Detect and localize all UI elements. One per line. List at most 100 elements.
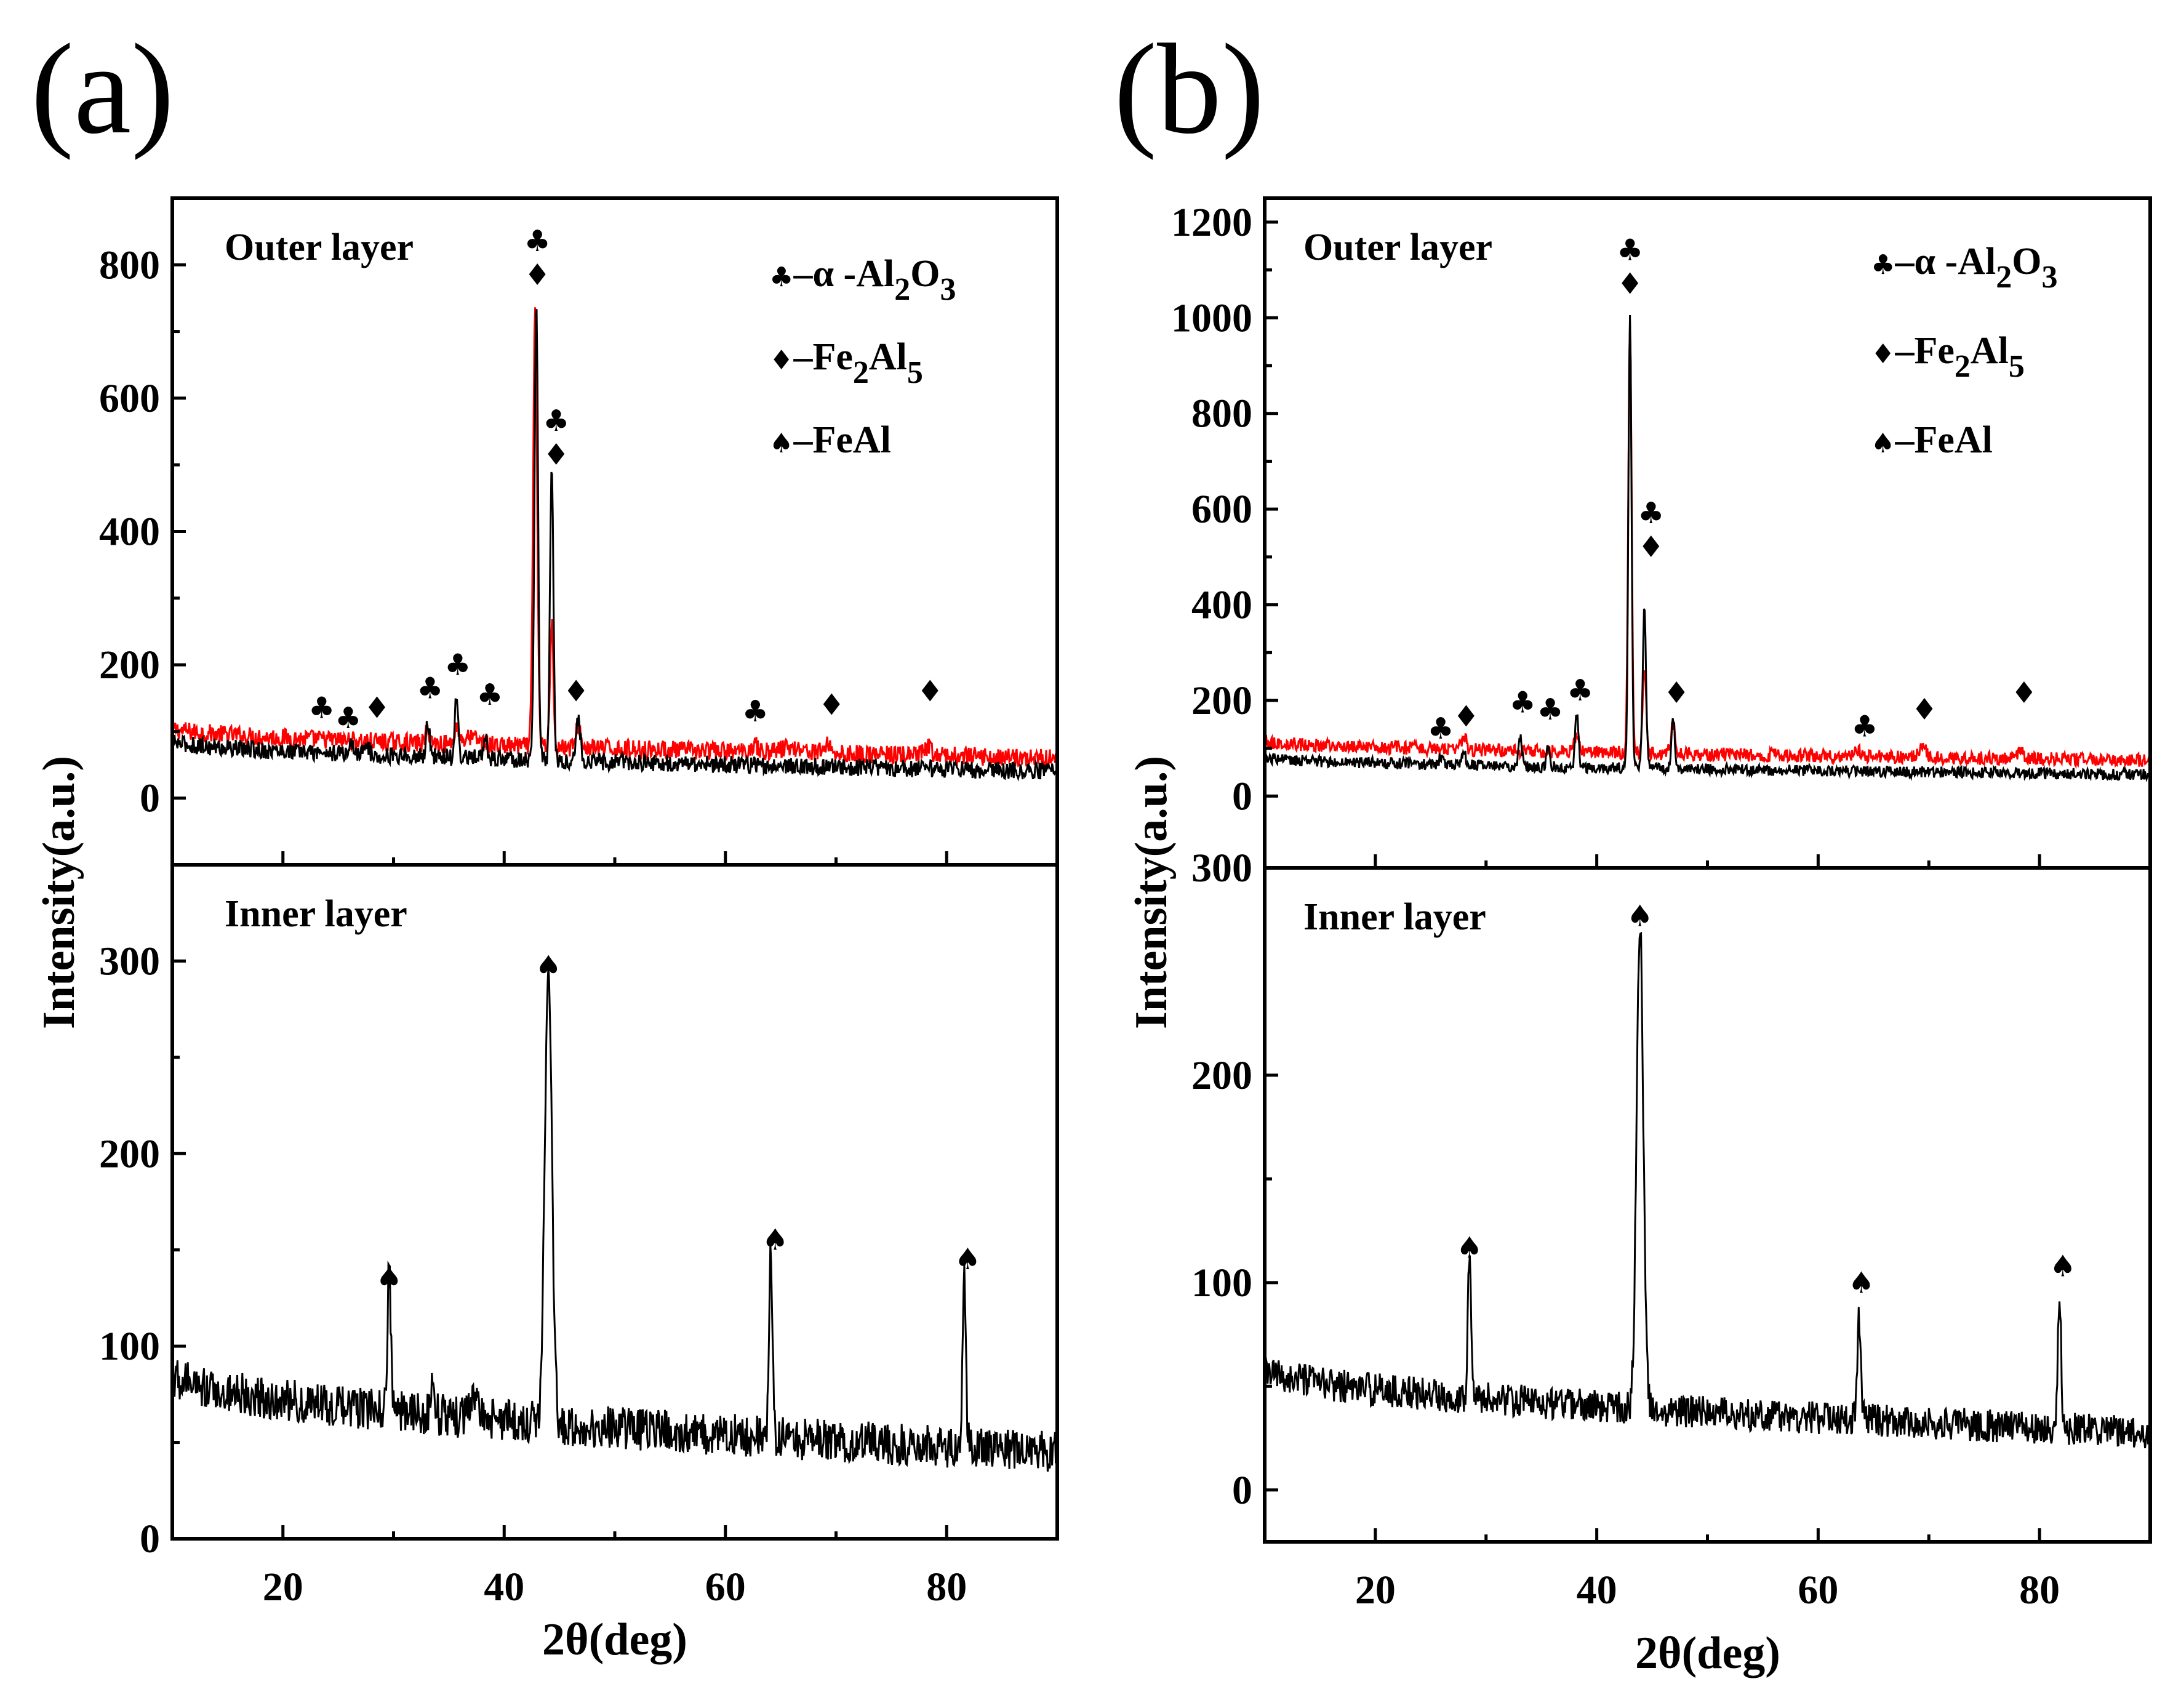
legend-symbol: ♣ <box>1871 249 1895 281</box>
peak-marker-symbol: ♣ <box>476 678 503 712</box>
peak-marker: ♠ <box>376 1261 402 1296</box>
series-line-inner-black <box>1265 931 2150 1449</box>
peak-marker-symbol: ♦ <box>524 258 551 292</box>
peak-marker-symbol: ♦ <box>1617 267 1643 301</box>
legend-text-part: –α -Al <box>793 253 894 295</box>
legend-symbol: ♠ <box>769 428 793 459</box>
x-tick-label: 60 <box>705 1565 746 1610</box>
y-tick-label: 200 <box>1191 1053 1252 1098</box>
legend-entry: ♦–Fe2Al5 <box>769 336 923 390</box>
x-tick-label: 60 <box>1798 1568 1838 1613</box>
legend-entry: ♠–FeAl <box>1871 419 1993 461</box>
peak-marker: ♣ <box>1427 712 1454 746</box>
plot-area <box>1265 931 2150 1449</box>
y-tick-label: 0 <box>1232 1468 1252 1513</box>
peak-marker-symbol: ♦ <box>1911 692 1938 727</box>
y-tick-label: 200 <box>99 643 160 688</box>
subplot-title: Outer layer <box>225 227 414 268</box>
legend-text-part: 5 <box>2009 349 2025 384</box>
peak-marker-symbol: ♣ <box>1851 709 1878 744</box>
peak-marker-symbol: ♣ <box>543 404 569 438</box>
peak-marker-symbol: ♣ <box>524 224 551 259</box>
peak-marker: ♠ <box>762 1223 788 1257</box>
legend-text-part: 5 <box>907 355 923 390</box>
legend-entry: ♣–α -Al2O3 <box>1871 241 2057 295</box>
peak-marker-symbol: ♣ <box>1537 692 1564 727</box>
y-tick-label: 600 <box>1191 487 1252 532</box>
y-axis-title: Intensity(a.u.) <box>34 756 84 1029</box>
peak-marker: ♦ <box>2011 676 2037 710</box>
peak-marker-symbol: ♠ <box>954 1242 981 1277</box>
peak-marker-symbol: ♦ <box>1453 700 1479 734</box>
subplot-frame <box>1263 866 2152 1544</box>
y-tick-label: 300 <box>1191 846 1252 891</box>
legend-entry: ♦–Fe2Al5 <box>1871 330 2025 384</box>
legend-symbol: ♠ <box>1871 428 1895 459</box>
peak-marker-symbol: ♠ <box>376 1261 402 1296</box>
legend-text-part: –Fe <box>1894 330 1954 372</box>
legend-text-part: –FeAl <box>1894 419 1992 461</box>
legend-symbol: ♦ <box>769 345 793 376</box>
plot-area <box>172 307 1057 782</box>
x-axis-title: 2θ(deg) <box>542 1614 687 1665</box>
legend-text-part: 3 <box>2041 260 2057 295</box>
y-tick-label: 800 <box>99 243 160 287</box>
legend-symbol: ♣ <box>769 262 793 293</box>
x-axis-title: 2θ(deg) <box>1635 1628 1780 1678</box>
y-tick-label: 200 <box>99 1131 160 1176</box>
peak-marker: ♦ <box>364 691 390 726</box>
legend-text-part: 2 <box>1955 349 1971 384</box>
subplot-title: Outer layer <box>1303 227 1492 268</box>
peak-marker: ♦ <box>1453 700 1479 734</box>
x-tick-label: 80 <box>2019 1568 2060 1613</box>
legend-text-part: 2 <box>1996 260 2012 295</box>
peak-marker-symbol: ♠ <box>535 949 562 984</box>
y-tick-label: 800 <box>1191 391 1252 436</box>
peak-marker-symbol: ♣ <box>1638 496 1664 531</box>
series-line-inner-black <box>172 966 1057 1472</box>
peak-marker-symbol: ♣ <box>308 691 335 726</box>
peak-marker: ♣ <box>476 678 503 712</box>
peak-marker: ♦ <box>917 675 943 709</box>
peak-marker: ♠ <box>1848 1266 1875 1301</box>
panel-label: (b) <box>1114 18 1265 161</box>
peak-marker: ♣ <box>335 701 361 736</box>
legend-text-part: –FeAl <box>793 419 890 461</box>
y-tick-label: 100 <box>1191 1261 1252 1305</box>
peak-marker-symbol: ♣ <box>417 671 443 705</box>
peak-marker: ♣♦ <box>1617 233 1643 301</box>
series-line-outer-red <box>1265 321 2150 769</box>
series-line-outer-black <box>172 308 1057 782</box>
peak-marker-symbol: ♦ <box>2011 676 2037 710</box>
peak-marker-symbol: ♣ <box>1567 673 1593 708</box>
y-axis-title: Intensity(a.u.) <box>1126 756 1177 1029</box>
peak-marker: ♦ <box>1663 676 1690 710</box>
x-tick-label: 20 <box>1355 1568 1396 1613</box>
y-tick-label: 0 <box>140 776 160 821</box>
peak-marker: ♣ <box>742 694 769 729</box>
peak-marker: ♣ <box>417 671 443 705</box>
peak-marker: ♣♦ <box>1638 496 1664 564</box>
y-tick-label: 400 <box>1191 583 1252 628</box>
peak-marker: ♣ <box>1567 673 1593 708</box>
legend-text-part: 2 <box>894 272 910 307</box>
peak-marker: ♣♦ <box>543 404 569 472</box>
y-tick-label: 200 <box>1191 678 1252 723</box>
series-line-outer-black <box>1265 315 2150 783</box>
y-tick-label: 100 <box>99 1324 160 1369</box>
plot-area <box>172 966 1057 1472</box>
peak-marker-symbol: ♠ <box>1456 1230 1483 1265</box>
peak-marker: ♦ <box>563 675 590 709</box>
y-tick-label: 1200 <box>1171 200 1252 245</box>
peak-marker: ♣ <box>308 691 335 726</box>
y-tick-label: 0 <box>140 1517 160 1562</box>
x-tick-label: 80 <box>926 1565 967 1610</box>
y-tick-label: 600 <box>99 376 160 421</box>
x-tick-label: 40 <box>484 1565 524 1610</box>
peak-marker-symbol: ♦ <box>1638 530 1664 564</box>
